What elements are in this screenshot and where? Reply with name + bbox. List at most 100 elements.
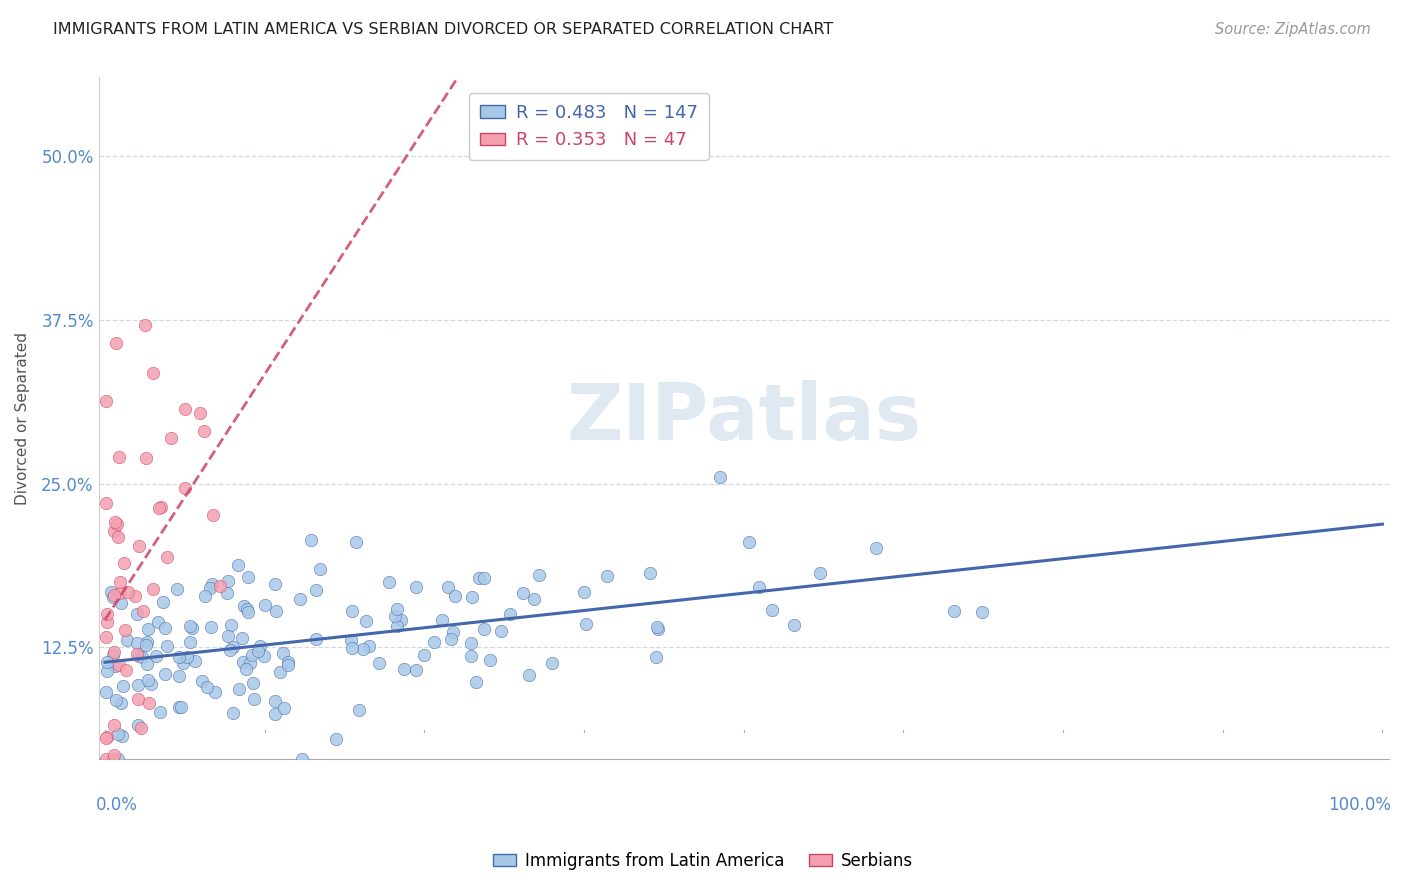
Point xyxy=(136,622,159,636)
Point xyxy=(385,602,408,616)
Legend: R = 0.483   N = 147, R = 0.353   N = 47: R = 0.483 N = 147, R = 0.353 N = 47 xyxy=(468,94,709,160)
Point xyxy=(232,599,254,614)
Point xyxy=(114,623,136,637)
Point xyxy=(512,585,534,599)
Point xyxy=(142,582,165,596)
Point xyxy=(384,608,406,623)
Point xyxy=(479,652,502,666)
Point xyxy=(174,401,197,416)
Point xyxy=(249,639,271,653)
Point xyxy=(638,566,661,581)
Point xyxy=(176,649,198,664)
Point xyxy=(160,432,183,446)
Point xyxy=(645,619,668,633)
Point xyxy=(198,581,221,595)
Point xyxy=(103,747,125,762)
Point xyxy=(170,699,193,714)
Point xyxy=(149,705,172,719)
Point xyxy=(253,598,276,612)
Point xyxy=(128,539,150,553)
Point xyxy=(596,568,619,582)
Point xyxy=(441,625,464,640)
Point xyxy=(232,655,254,669)
Point xyxy=(96,495,118,509)
Point xyxy=(219,642,242,657)
Point xyxy=(460,590,482,604)
Point xyxy=(347,703,370,717)
Point xyxy=(290,591,312,606)
Point xyxy=(472,622,495,636)
Point xyxy=(103,645,125,659)
Point xyxy=(359,639,381,653)
Point xyxy=(489,624,512,638)
Point xyxy=(356,614,378,628)
Point xyxy=(96,656,118,670)
Point xyxy=(378,575,401,590)
Point xyxy=(184,654,207,668)
Point xyxy=(201,508,224,522)
Point xyxy=(240,648,263,662)
Point xyxy=(943,604,966,618)
Point xyxy=(191,674,214,689)
Point xyxy=(972,605,994,619)
Point xyxy=(138,696,160,710)
Point xyxy=(127,678,149,692)
Text: IMMIGRANTS FROM LATIN AMERICA VS SERBIAN DIVORCED OR SEPARATED CORRELATION CHART: IMMIGRANTS FROM LATIN AMERICA VS SERBIAN… xyxy=(53,22,834,37)
Point xyxy=(148,500,170,515)
Point xyxy=(103,648,125,663)
Point xyxy=(277,657,299,672)
Point xyxy=(264,693,287,707)
Point xyxy=(422,635,444,649)
Point xyxy=(208,579,231,593)
Point xyxy=(273,701,295,715)
Point xyxy=(152,594,174,608)
Point xyxy=(499,607,522,622)
Point xyxy=(127,718,149,732)
Point xyxy=(156,639,179,653)
Point xyxy=(96,685,118,699)
Point xyxy=(346,535,368,549)
Point xyxy=(104,693,127,707)
Point xyxy=(135,638,157,652)
Point xyxy=(246,643,269,657)
Point xyxy=(222,706,245,720)
Point xyxy=(169,669,191,683)
Point xyxy=(110,596,132,610)
Point xyxy=(115,663,138,677)
Point xyxy=(179,635,201,649)
Point xyxy=(124,590,146,604)
Point xyxy=(468,571,491,585)
Point xyxy=(107,450,129,464)
Point xyxy=(269,665,291,680)
Point xyxy=(108,585,131,599)
Point xyxy=(111,730,134,744)
Point xyxy=(156,550,179,565)
Point xyxy=(153,666,176,681)
Point xyxy=(709,470,731,484)
Point xyxy=(179,619,201,633)
Point xyxy=(127,692,149,706)
Point xyxy=(340,604,363,618)
Point xyxy=(464,674,486,689)
Point xyxy=(135,635,157,649)
Point xyxy=(236,570,259,584)
Point xyxy=(405,580,427,594)
Text: ZIPatlas: ZIPatlas xyxy=(567,380,921,456)
Point xyxy=(235,662,257,676)
Point xyxy=(325,732,347,747)
Point xyxy=(180,622,202,636)
Point xyxy=(166,582,188,596)
Point xyxy=(405,663,427,677)
Point xyxy=(389,613,412,627)
Point xyxy=(309,562,332,576)
Point xyxy=(131,650,153,665)
Point xyxy=(437,580,460,594)
Point xyxy=(146,615,169,629)
Y-axis label: Divorced or Separated: Divorced or Separated xyxy=(15,332,30,505)
Point xyxy=(541,656,564,670)
Point xyxy=(647,622,669,636)
Point xyxy=(136,657,159,672)
Point xyxy=(193,424,215,438)
Point xyxy=(264,577,287,591)
Point xyxy=(217,629,239,643)
